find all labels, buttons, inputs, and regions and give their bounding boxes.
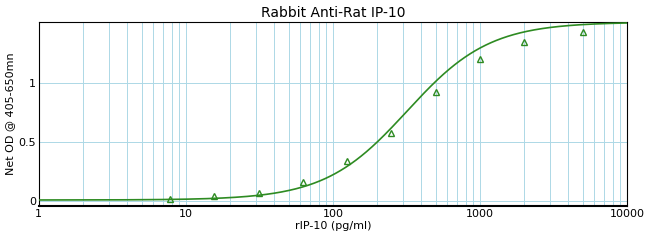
X-axis label: rIP-10 (pg/ml): rIP-10 (pg/ml) <box>294 221 371 232</box>
Y-axis label: Net OD @ 405-650mn: Net OD @ 405-650mn <box>6 53 16 175</box>
Title: Rabbit Anti-Rat IP-10: Rabbit Anti-Rat IP-10 <box>261 5 405 20</box>
